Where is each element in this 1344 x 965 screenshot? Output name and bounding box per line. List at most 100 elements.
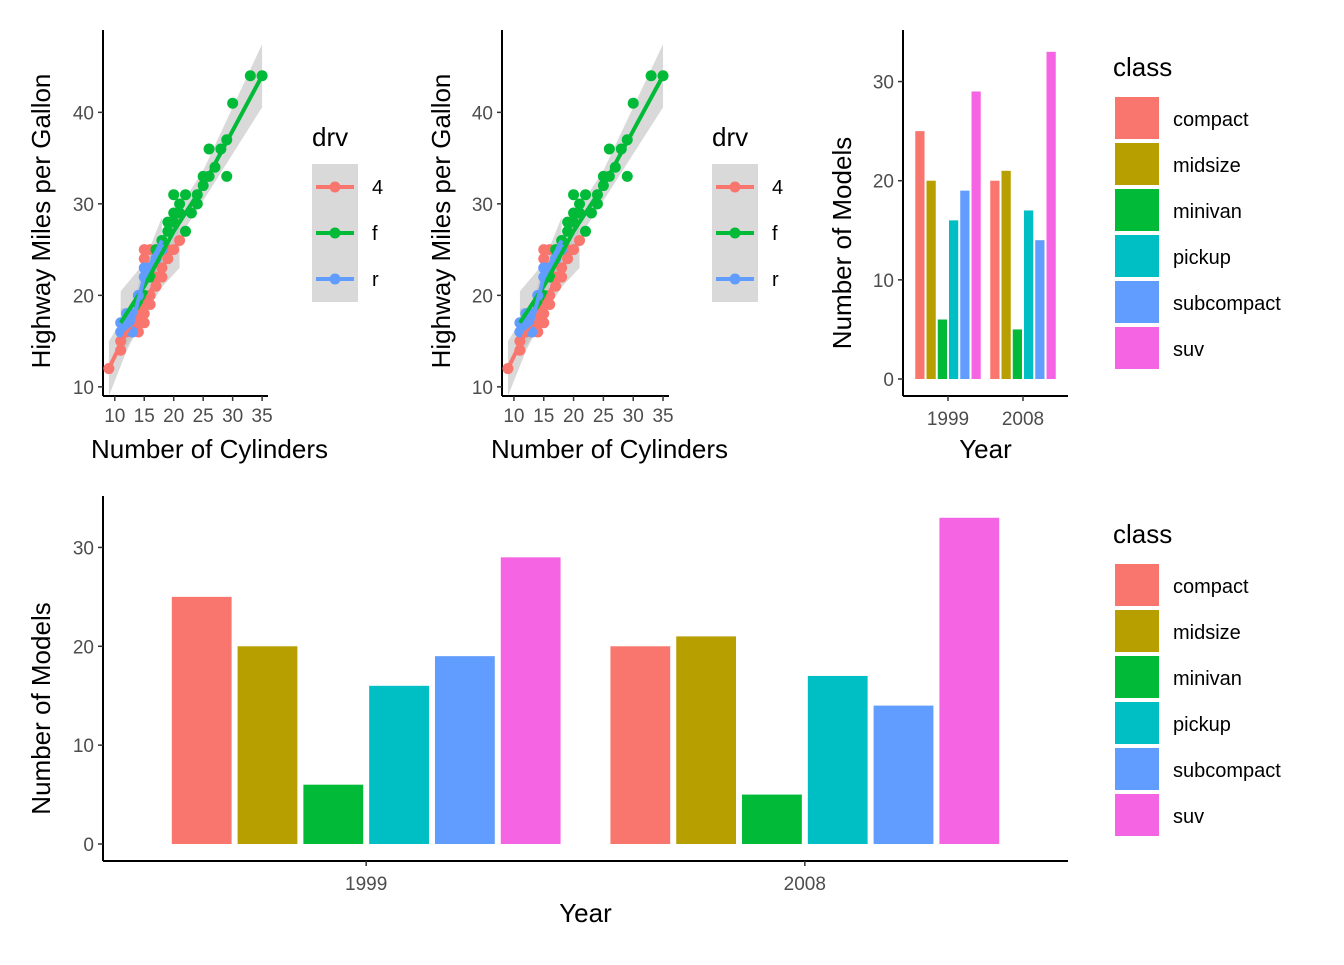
legend-title: drv (712, 122, 748, 152)
data-point-f (168, 189, 180, 201)
bar-midsize-2008 (1001, 170, 1011, 379)
legend-label-4: 4 (372, 177, 383, 199)
legend-key-subcompact (1115, 748, 1159, 790)
x-tick-label: 35 (652, 406, 673, 427)
y-axis-title: Highway Miles per Gallon (26, 74, 56, 369)
legend-key-point-r (329, 273, 341, 285)
data-point-f (221, 170, 233, 182)
y-tick-label: 30 (873, 73, 894, 94)
x-tick-label: 20 (163, 406, 184, 427)
bar-subcompact-2008 (1035, 240, 1045, 379)
bar-midsize-1999 (237, 646, 298, 844)
legend-title: drv (312, 122, 348, 152)
bar-suv-2008 (1046, 51, 1056, 379)
legend-key-minivan (1115, 189, 1159, 231)
x-tick-label: 20 (563, 406, 584, 427)
data-point-4 (138, 253, 150, 265)
legend-label-compact: compact (1173, 109, 1249, 131)
legend-label-pickup: pickup (1173, 714, 1231, 736)
y-axis-title: Number of Models (26, 602, 56, 814)
bar-subcompact-1999 (960, 190, 970, 379)
x-axis-title: Year (959, 434, 1012, 464)
y-tick-label: 30 (472, 195, 493, 216)
legend-label-suv: suv (1173, 339, 1204, 361)
y-tick-label: 40 (472, 103, 493, 124)
x-tick-label: 2008 (1002, 409, 1044, 430)
x-tick-label: 1999 (345, 874, 387, 895)
y-tick-label: 40 (73, 103, 94, 124)
y-tick-label: 10 (472, 378, 493, 399)
bar-minivan-1999 (303, 784, 364, 844)
y-tick-label: 10 (73, 736, 94, 757)
legend: class compact midsize minivan pickup subcompa… (1113, 52, 1281, 369)
data-point-f (180, 225, 191, 237)
x-tick-label: 2008 (784, 874, 826, 895)
y-axis-title: Highway Miles per Gallon (426, 74, 456, 369)
legend-title: class (1113, 519, 1172, 549)
y-tick-label: 20 (73, 286, 94, 307)
legend-label-minivan: minivan (1173, 668, 1242, 690)
data-point-f (180, 189, 191, 201)
legend: drv 4 f r (712, 122, 783, 302)
x-tick-label: 15 (134, 406, 155, 427)
y-tick-label: 0 (883, 370, 894, 391)
legend-key-midsize (1115, 143, 1159, 185)
data-point-f (244, 70, 256, 82)
legend-title: class (1113, 52, 1172, 82)
data-point-4 (538, 317, 550, 329)
bar-pickup-1999 (949, 220, 959, 379)
data-point-f (603, 143, 615, 155)
data-point-f (580, 189, 591, 201)
y-tick-label: 30 (73, 538, 94, 559)
data-point-f (203, 143, 215, 155)
legend-label-subcompact: subcompact (1173, 293, 1281, 315)
x-axis-title: Number of Cylinders (491, 434, 728, 464)
legend-key-pickup (1115, 702, 1159, 744)
legend-key-point-f (729, 227, 741, 239)
bar-midsize-1999 (926, 180, 936, 379)
legend-label-pickup: pickup (1173, 247, 1231, 269)
x-tick-label: 30 (222, 406, 243, 427)
x-tick-label: 35 (252, 406, 273, 427)
legend-label-f: f (772, 223, 778, 245)
fit-line-r (518, 239, 564, 334)
y-tick-label: 0 (83, 835, 94, 856)
bar-compact-1999 (171, 596, 232, 844)
bar-compact-1999 (915, 131, 925, 379)
legend-key-midsize (1115, 610, 1159, 652)
bar-pickup-1999 (369, 685, 429, 844)
panel-3: 0 10 20 30 1999 2008 Year Number of Models class… (827, 30, 1281, 464)
bar-suv-2008 (939, 517, 1000, 844)
bar-suv-1999 (500, 557, 561, 844)
legend-label-suv: suv (1173, 806, 1204, 828)
x-tick-label: 25 (193, 406, 214, 427)
y-tick-label: 20 (73, 637, 94, 658)
legend-key-point-r (729, 273, 741, 285)
bar-minivan-1999 (937, 319, 947, 379)
data-point-f (627, 97, 639, 109)
fit-line-r (119, 239, 164, 334)
y-tick-label: 20 (472, 286, 493, 307)
y-tick-label: 10 (873, 271, 894, 292)
bar-suv-1999 (971, 91, 981, 379)
legend: class compact midsize minivan pickup subcompa… (1113, 519, 1281, 836)
x-tick-label: 1999 (927, 409, 969, 430)
bar-minivan-2008 (742, 794, 802, 844)
legend-label-midsize: midsize (1173, 155, 1241, 177)
legend-key-subcompact (1115, 281, 1159, 323)
legend-key-minivan (1115, 656, 1159, 698)
data-point-f (645, 70, 657, 82)
panel-1: 10 20 30 40 10 15 20 25 30 35 Number of Cylinders H… (26, 30, 383, 464)
bar-subcompact-1999 (434, 656, 495, 844)
legend-key-suv (1115, 327, 1159, 369)
legend-key-point-4 (329, 181, 341, 193)
y-tick-label: 30 (73, 195, 94, 216)
x-axis-title: Year (559, 898, 612, 928)
legend-label-midsize: midsize (1173, 622, 1241, 644)
legend-label-r: r (772, 269, 779, 291)
data-point-f (568, 189, 580, 201)
panel-2: 10 20 30 40 10 15 20 25 30 35 Number of Cylinders H… (426, 30, 783, 464)
legend-label-compact: compact (1173, 576, 1249, 598)
data-point-4 (138, 317, 150, 329)
